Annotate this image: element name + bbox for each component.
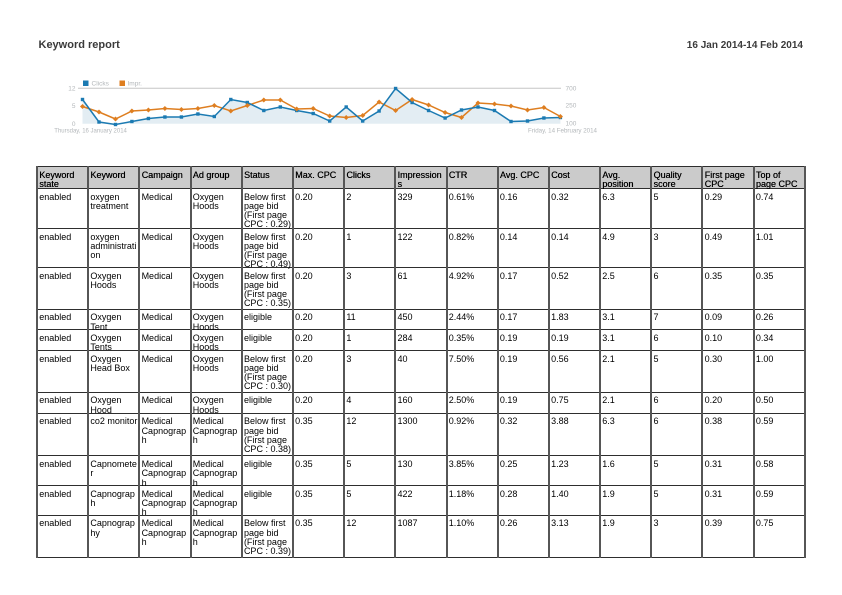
svg-text:5: 5 xyxy=(72,103,76,110)
svg-text:100: 100 xyxy=(566,121,577,128)
svg-text:Clicks: Clicks xyxy=(92,81,110,88)
svg-text:Impr.: Impr. xyxy=(128,81,143,88)
svg-text:0: 0 xyxy=(72,121,76,128)
svg-text:12: 12 xyxy=(68,85,76,92)
svg-text:Friday, 14 February 2014: Friday, 14 February 2014 xyxy=(528,127,598,134)
svg-text:250: 250 xyxy=(566,103,577,110)
svg-text:700: 700 xyxy=(566,85,577,92)
svg-text:Thursday, 16 January 2014: Thursday, 16 January 2014 xyxy=(54,128,127,134)
